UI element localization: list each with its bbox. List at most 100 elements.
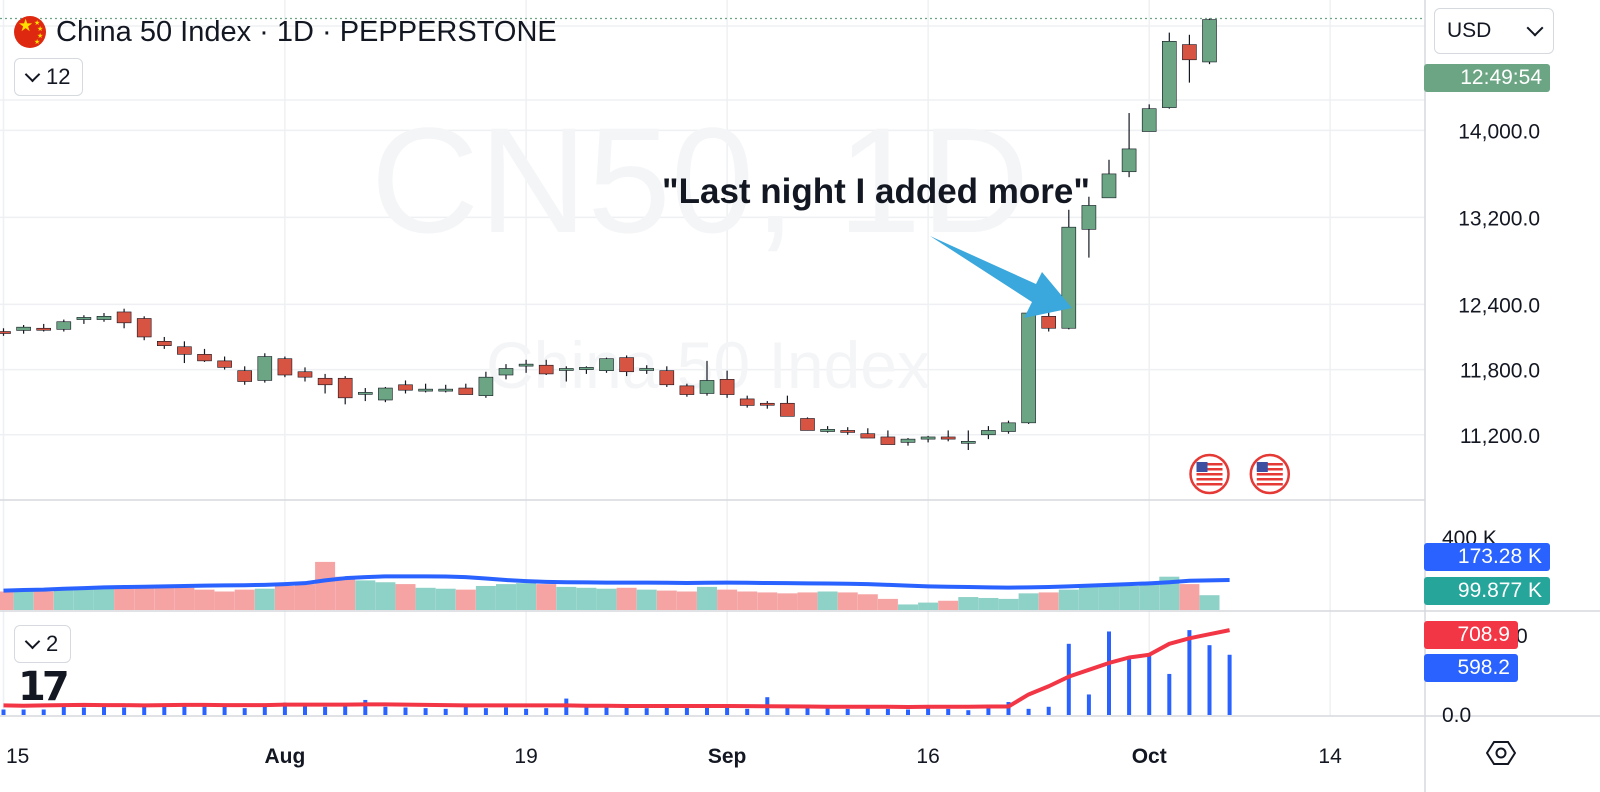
time-tick-label: Aug (264, 745, 305, 768)
candle-body (820, 429, 835, 432)
indicator-bar (242, 708, 247, 715)
volume-bar (898, 604, 918, 610)
indicator-bar (845, 708, 850, 715)
candle-body (719, 379, 735, 395)
volume-bar (817, 591, 838, 610)
candle-body (438, 388, 454, 392)
candle-body (1081, 205, 1097, 230)
volume-bar (1058, 589, 1079, 610)
indicator-bar (202, 706, 207, 715)
tradingview-logo-icon[interactable]: 17 (18, 664, 70, 710)
candle-body (518, 363, 534, 367)
currency-select[interactable]: USD (1434, 8, 1554, 54)
candle-body (197, 354, 212, 362)
indicator-bar (926, 707, 931, 715)
time-tick-label: 15 (6, 745, 29, 768)
indicator-axis-label: 0 (1516, 625, 1528, 648)
indicator-bar (624, 707, 629, 715)
volume-ma-label: 173.28 K (1424, 543, 1550, 571)
candle-body (1182, 44, 1197, 61)
volume-bar (676, 591, 697, 610)
indicator-bar (102, 706, 106, 715)
volume-bar (335, 576, 356, 610)
price-tick-label: 13,200.0 (1458, 207, 1540, 230)
price-tick-label: 11,800.0 (1460, 360, 1540, 383)
indicator-bar (1107, 631, 1111, 715)
flag-canton (1196, 462, 1208, 472)
indicator-bar (906, 709, 910, 715)
chevron-down-icon (24, 66, 41, 82)
indicator-bar (282, 702, 287, 715)
flag-stripe (1256, 463, 1283, 466)
indicators-count: 12 (46, 64, 71, 89)
volume-bar (998, 598, 1019, 610)
symbol-title[interactable]: China 50 Index · 1D · PEPPERSTONE (56, 15, 557, 48)
volume-bar (73, 586, 94, 610)
indicators-toggle-pane[interactable]: 2 (14, 625, 72, 663)
volume-bar (254, 588, 275, 610)
volume-bar (958, 597, 979, 610)
chevron-down-icon (1526, 19, 1544, 37)
candle-body (800, 418, 815, 431)
settings-icon[interactable] (1486, 738, 1516, 768)
volume-bar (837, 592, 858, 610)
indicator-line (3, 628, 1231, 710)
us-flag-event-icon[interactable] (1249, 453, 1291, 495)
indicator-bar (21, 709, 26, 715)
indicator-bar (1187, 630, 1192, 715)
volume-bar (475, 585, 496, 610)
volume-bar (154, 585, 175, 610)
volume-bar (435, 588, 456, 610)
volume-bar (1179, 584, 1200, 610)
candle-body (157, 341, 172, 346)
volume-bar (234, 589, 255, 610)
time-tick-label: Oct (1132, 745, 1167, 768)
volume-bar (134, 587, 155, 610)
indicator-bar (41, 709, 46, 715)
candle-body (759, 402, 775, 406)
indicator-blue-label: 598.2 (1424, 654, 1518, 682)
candle-body (237, 370, 252, 382)
flag-stripe (1256, 468, 1283, 471)
candle-body (96, 316, 112, 320)
volume-bar (737, 591, 758, 610)
time-tick-label: 16 (916, 745, 939, 768)
indicator-bar (544, 708, 549, 715)
flag-stripe (1196, 468, 1223, 471)
indicator-bar (705, 707, 709, 715)
indicator-bar (885, 708, 890, 715)
indicator-red-label: 708.9 (1424, 621, 1518, 649)
volume-bar (1018, 593, 1039, 610)
volume-bar (1099, 584, 1119, 610)
indicator-bar (504, 707, 508, 715)
volume-bar (94, 585, 114, 610)
volume-bar (174, 587, 195, 610)
candle-body (257, 356, 273, 381)
indicator-bar (785, 706, 790, 715)
volume-bar (355, 580, 376, 610)
indicator-bar (363, 699, 368, 715)
candle-body (960, 441, 976, 444)
candle-body (56, 321, 72, 330)
indicator-bar (403, 707, 408, 715)
candle-body (679, 385, 695, 395)
indicator-bar (61, 705, 66, 715)
flag-stripe (1196, 483, 1223, 486)
volume-bar (455, 589, 476, 610)
watermark-symbol: CN50, 1D (371, 96, 1030, 264)
candle-body (558, 368, 574, 371)
annotation-text: "Last night I added more" (662, 172, 1090, 211)
us-flag-event-icon[interactable] (1189, 453, 1230, 495)
candle-body (1101, 173, 1117, 199)
volume-bar (295, 584, 315, 610)
indicator-bar (986, 707, 991, 715)
candle-body (0, 331, 11, 334)
indicator-bar (463, 706, 468, 715)
price-tick-label: 12,400.0 (1458, 294, 1540, 317)
volume-bar (1038, 592, 1059, 610)
candle-body (337, 377, 353, 399)
indicator-bar (524, 708, 529, 715)
indicators-toggle-main[interactable]: 12 (14, 58, 84, 96)
volume-bar (1139, 582, 1160, 610)
